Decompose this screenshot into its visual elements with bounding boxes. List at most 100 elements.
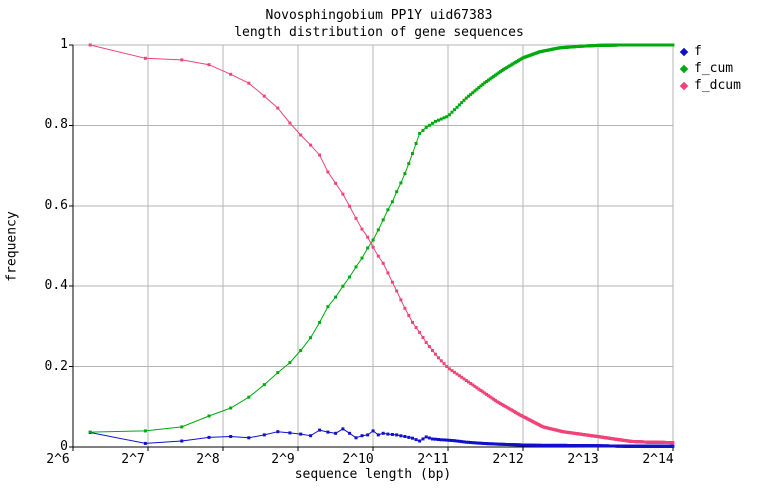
data-point-f_dcum — [497, 401, 501, 405]
x-tick-label-211: 2^11 — [417, 452, 449, 467]
data-point-f — [503, 442, 507, 446]
data-point-f — [464, 440, 468, 444]
y-tick-label-0.2: 0.2 — [44, 358, 68, 374]
data-point-f_cum — [497, 71, 501, 75]
data-point-f — [143, 441, 147, 445]
data-point-f_dcum — [503, 404, 507, 408]
data-point-f_dcum — [495, 400, 499, 404]
data-point-f_dcum — [437, 356, 440, 360]
data-point-f — [498, 442, 502, 446]
data-point-f_cum — [439, 117, 443, 121]
data-point-f_cum — [326, 305, 330, 309]
data-point-f_cum — [469, 92, 473, 96]
data-point-f_dcum — [502, 403, 506, 407]
data-point-f_cum — [475, 87, 479, 91]
data-point-f_cum — [490, 76, 494, 80]
data-point-f_cum — [462, 98, 466, 102]
data-point-f_cum — [354, 265, 358, 269]
data-point-f_cum — [318, 320, 322, 324]
data-point-f_cum — [485, 80, 489, 83]
data-point-f_dcum — [386, 271, 390, 275]
data-point-f — [469, 441, 473, 444]
data-point-f — [460, 440, 464, 444]
data-point-f — [414, 438, 418, 442]
data-point-f_dcum — [326, 170, 330, 174]
data-point-f_cum — [421, 128, 425, 132]
data-point-f_dcum — [88, 43, 92, 47]
data-point-f — [486, 442, 490, 446]
data-point-f_cum — [299, 349, 303, 352]
data-point-f_cum — [341, 284, 345, 288]
data-point-f_dcum — [447, 367, 451, 371]
data-point-f_cum — [424, 125, 428, 129]
data-point-f_dcum — [309, 143, 313, 147]
data-point-f — [490, 442, 494, 446]
data-point-f_cum — [493, 73, 497, 77]
data-point-f — [450, 439, 454, 442]
data-point-f_cum — [503, 67, 507, 70]
data-point-f_dcum — [493, 399, 497, 402]
data-point-f_dcum — [469, 382, 473, 385]
data-point-f — [299, 432, 303, 436]
data-point-f — [473, 441, 477, 445]
x-tick-label-214: 2^14 — [642, 452, 674, 467]
data-point-f_dcum — [360, 227, 364, 231]
data-point-f_cum — [180, 425, 184, 429]
data-point-f_dcum — [460, 375, 464, 379]
data-point-f_cum — [488, 77, 492, 81]
data-point-f — [445, 438, 449, 442]
data-point-f_dcum — [390, 280, 394, 284]
data-point-f — [229, 435, 233, 438]
data-point-f — [495, 442, 499, 446]
data-point-f_dcum — [427, 345, 431, 349]
data-point-f — [447, 438, 451, 442]
data-point-f — [366, 433, 370, 437]
data-point-f_dcum — [439, 359, 443, 363]
x-tick-label-28: 2^8 — [196, 452, 220, 467]
data-point-f — [386, 432, 390, 436]
x-tick-label-212: 2^12 — [492, 452, 524, 467]
legend-label-f_dcum: f_dcum — [694, 78, 741, 93]
data-point-f_dcum — [445, 365, 449, 368]
data-point-f_cum — [467, 94, 470, 98]
data-point-f — [318, 428, 322, 432]
data-point-f_dcum — [442, 362, 446, 366]
data-point-f_cum — [437, 118, 440, 122]
data-point-f_cum — [492, 74, 496, 78]
data-point-f — [334, 431, 338, 435]
legend-label-f: f — [694, 44, 702, 59]
data-point-f_cum — [464, 96, 468, 100]
y-tick-label-0.8: 0.8 — [44, 117, 68, 133]
data-point-f — [207, 435, 211, 439]
data-point-f — [492, 442, 496, 446]
data-point-f — [390, 433, 394, 436]
data-point-f_cum — [399, 181, 403, 185]
data-point-f_cum — [407, 162, 411, 166]
data-point-f_dcum — [348, 204, 352, 208]
x-tick-label-210: 2^10 — [342, 452, 374, 467]
data-point-f_cum — [445, 115, 449, 119]
data-point-f_dcum — [424, 341, 428, 344]
data-point-f_cum — [479, 84, 483, 88]
data-point-f_cum — [366, 246, 370, 250]
data-point-f_dcum — [475, 386, 479, 390]
data-point-f — [434, 437, 437, 441]
data-point-f_cum — [143, 429, 147, 433]
data-point-f — [360, 434, 364, 438]
data-point-f_cum — [427, 123, 431, 127]
data-point-f — [371, 429, 375, 433]
data-point-f_dcum — [498, 402, 502, 406]
data-point-f — [431, 437, 434, 441]
data-point-f_dcum — [485, 392, 489, 396]
data-point-f_cum — [502, 67, 506, 71]
data-point-f_cum — [381, 218, 385, 222]
data-point-f — [485, 442, 489, 446]
data-point-f_dcum — [421, 336, 425, 339]
data-point-f_cum — [247, 395, 251, 399]
data-point-f — [418, 439, 422, 443]
data-point-f_cum — [460, 101, 464, 105]
data-point-f — [411, 436, 414, 440]
data-point-f — [442, 438, 446, 442]
